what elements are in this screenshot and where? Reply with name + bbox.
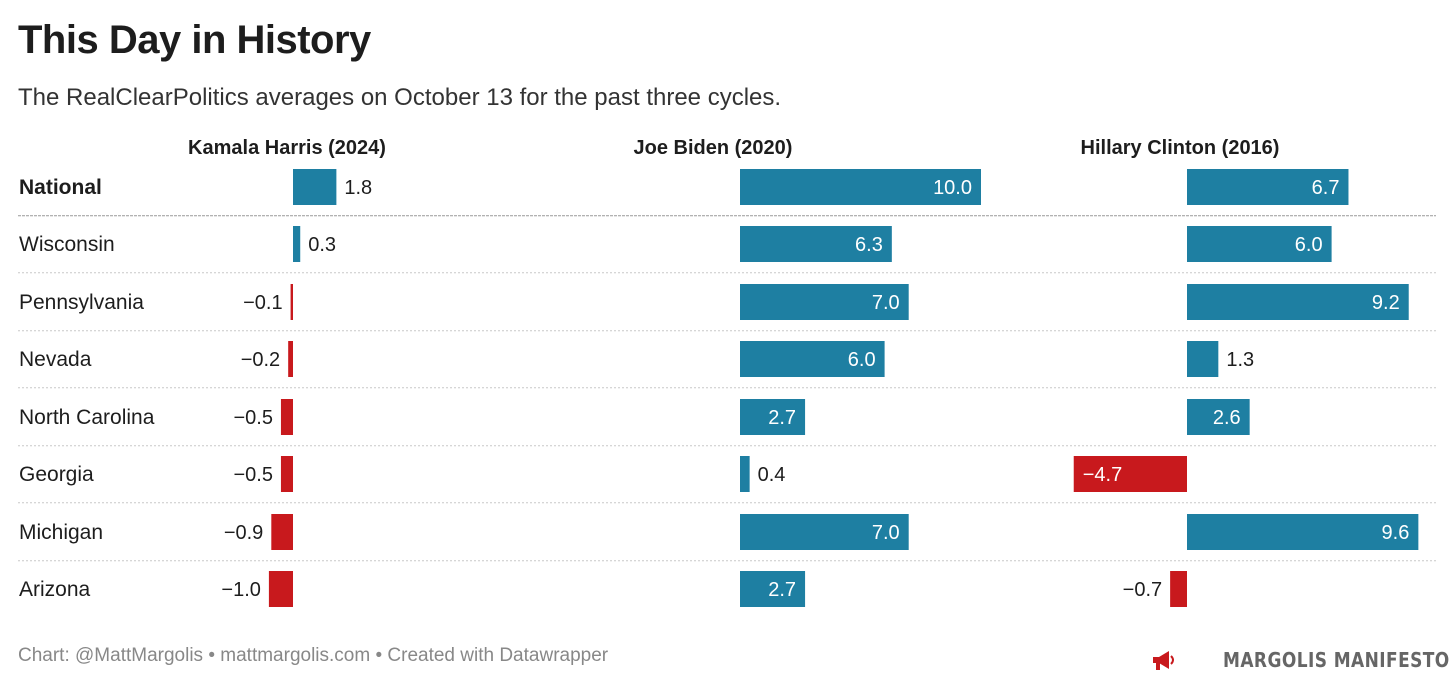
brand-logo: MARGOLIS MANIFESTO [1151,648,1450,672]
value-label: 2.7 [768,579,796,601]
value-label: 0.4 [758,464,786,486]
bar [740,571,806,607]
megaphone-icon [1153,651,1175,670]
bar [1187,341,1219,377]
bar [740,514,909,550]
bar [740,341,885,377]
chart-credit: Chart: @MattMargolis • mattmargolis.com … [18,645,609,666]
bar [740,226,892,262]
row-label: Georgia [19,463,94,486]
value-label: −0.5 [233,464,272,486]
value-label: 2.7 [768,407,796,429]
value-label: 1.3 [1226,349,1254,371]
bar [1187,226,1332,262]
row-label: Arizona [19,578,91,601]
value-label: −0.7 [1123,579,1162,601]
bar [1073,456,1187,492]
row-label: Michigan [19,521,103,544]
value-label: 9.2 [1372,292,1400,314]
chart-subtitle: The RealClearPolitics averages on Octobe… [18,84,782,111]
value-label: 6.0 [848,349,876,371]
value-label: 0.3 [308,234,336,256]
series-header: Joe Biden (2020) [634,137,793,159]
bar [280,456,293,492]
bar [293,226,301,262]
value-label: −0.2 [241,349,280,371]
value-label: −1.0 [221,579,260,601]
bar [740,284,909,320]
row-label: National [19,176,102,199]
value-label: −0.1 [243,292,282,314]
bar [268,571,293,607]
bar [290,284,293,320]
chart-title: This Day in History [18,18,371,62]
value-label: −0.9 [224,522,263,544]
value-label: 10.0 [933,177,972,199]
brand-name: MARGOLIS MANIFESTO [1223,648,1450,672]
bar [740,399,806,435]
value-label: 6.7 [1312,177,1340,199]
value-label: 7.0 [872,522,900,544]
value-label: 2.6 [1213,407,1241,429]
bar [1187,514,1419,550]
row-label: Wisconsin [19,233,115,256]
bar [280,399,293,435]
bar [271,514,293,550]
value-label: −4.7 [1083,464,1122,486]
bar-chart: Kamala Harris (2024) Joe Biden (2020) Hill… [18,137,1436,607]
bar [288,341,293,377]
value-label: 9.6 [1382,522,1410,544]
row-label: Nevada [19,348,92,371]
bar [740,456,750,492]
series-header: Kamala Harris (2024) [188,137,386,159]
value-label: 7.0 [872,292,900,314]
series-header: Hillary Clinton (2016) [1081,137,1280,159]
bar [1187,169,1349,205]
value-label: 6.3 [855,234,883,256]
row-label: North Carolina [19,406,155,429]
value-label: −0.5 [233,407,272,429]
value-label: 1.8 [344,177,372,199]
row-label: Pennsylvania [19,291,144,314]
bar [740,169,981,205]
bar [1187,399,1250,435]
bar [1170,571,1187,607]
bar [1187,284,1409,320]
value-label: 6.0 [1295,234,1323,256]
bar [293,169,337,205]
